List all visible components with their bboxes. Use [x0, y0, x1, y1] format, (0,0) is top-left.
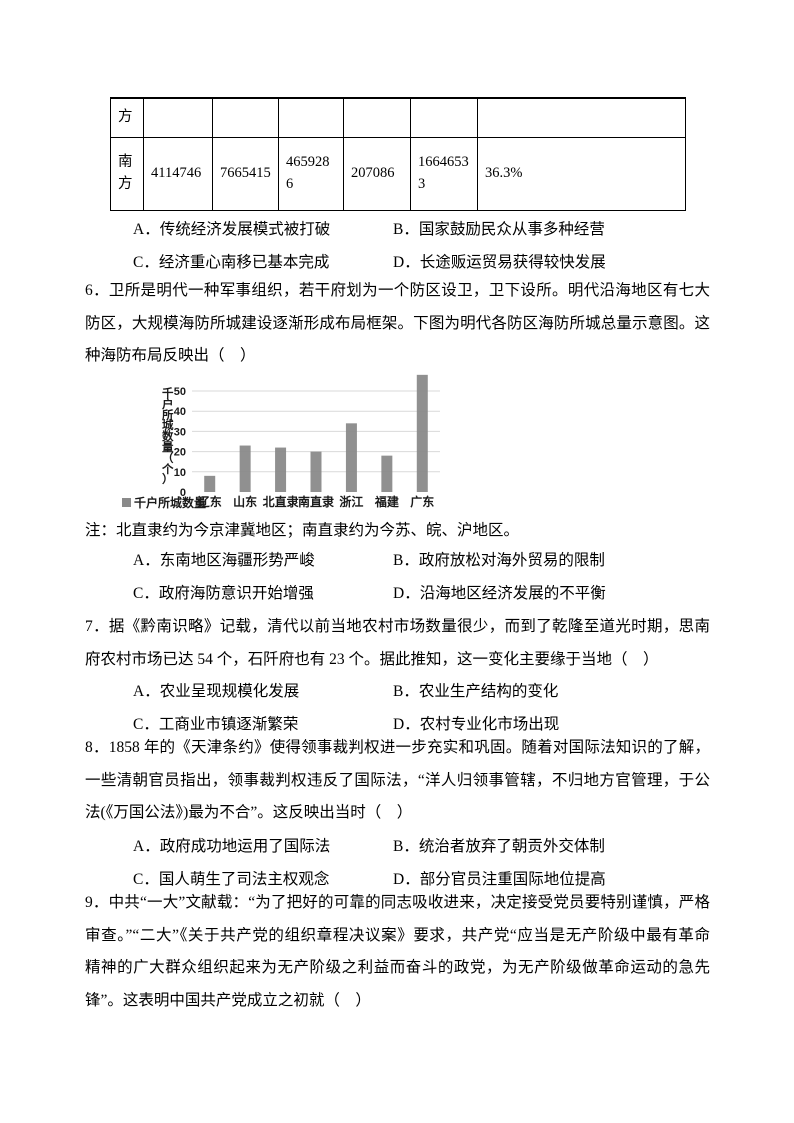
option-c: C．政府海防意识开始增强	[133, 584, 314, 602]
question5-options: A．传统经济发展模式被打破 B．国家鼓励民众从事多种经营 C．经济重心南移已基本…	[85, 214, 710, 279]
option-c: C．经济重心南移已基本完成	[133, 253, 330, 271]
chart-tick-label: 50	[174, 386, 186, 398]
option-c: C．国人萌生了司法主权观念	[133, 870, 330, 888]
chart-legend: 千户所城数量	[122, 494, 206, 511]
option-d: D．农村专业化市场出现	[393, 715, 560, 733]
chart-tick-label: 10	[174, 467, 186, 479]
chart-note: 注：北直隶约为今京津冀地区；南直隶约为今苏、皖、沪地区。	[85, 522, 520, 539]
question6-options: A．东南地区海疆形势严峻 B．政府放松对海外贸易的限制 C．政府海防意识开始增强…	[85, 545, 710, 610]
option-row: A．农业呈现规模化发展 B．农业生产结构的变化	[85, 676, 710, 709]
option-d: D．长途贩运贸易获得较快发展	[393, 253, 606, 271]
option-row: C．国人萌生了司法主权观念 D．部分官员注重国际地位提高	[85, 864, 710, 897]
question-line: 种海防布局反映出（ ）	[85, 347, 256, 364]
table-cell: 方	[110, 97, 144, 138]
question-line: 审查。”“二大”《关于共产党的组织章程决议案》要求，共产党“应当是无产阶级中最有…	[85, 926, 710, 944]
question-line: 8．1858 年的《天津条约》使得领事裁判权进一步充实和巩固。随着对国际法知识的…	[85, 739, 710, 756]
table-cell	[143, 97, 213, 138]
legend-swatch-icon	[122, 498, 131, 507]
chart-y-axis-label: 千户所城数量（个）	[162, 388, 174, 487]
chart-tick-label: 40	[174, 406, 186, 418]
bar-chart: 0 10 20 30 40 50 辽东 山东 北直隶 南直隶 浙江 福建 广东 千户所城数量（个） 千户…	[120, 366, 470, 518]
question-8: 8．1858 年的《天津条约》使得领事裁判权进一步充实和巩固。随着对国际法知识的…	[85, 732, 710, 830]
table-row: 南方 4114746 7665415 4659286 207086 166465…	[110, 137, 686, 211]
question-line: 锋”。这表明中国共产党成立之初就（ ）	[85, 991, 371, 1009]
option-c: C．工商业市镇逐渐繁荣	[133, 715, 299, 733]
option-row: A．政府成功地运用了国际法 B．统治者放弃了朝贡外交体制	[85, 831, 710, 864]
question-9: 9．中共“一大”文献载：“为了把好的可靠的同志吸收进来，决定接受党员要特别谨慎，…	[85, 887, 710, 1017]
option-row: C．工商业市镇逐渐繁荣 D．农村专业化市场出现	[85, 709, 710, 742]
chart-category-label: 北直隶	[263, 494, 299, 509]
table-cell-row-label: 南方	[110, 137, 144, 211]
bar-chart-svg: 0 10 20 30 40 50 辽东 山东 北直隶 南直隶 浙江 福建 广东	[174, 374, 440, 509]
option-b: B．统治者放弃了朝贡外交体制	[393, 838, 605, 855]
question-line: 法(《万国公法》)最为不合”。这反映出当时（ ）	[85, 804, 413, 821]
option-row: A．传统经济发展模式被打破 B．国家鼓励民众从事多种经营	[85, 214, 710, 247]
chart-bar	[310, 451, 322, 492]
table-cell: 4114746	[143, 137, 213, 211]
chart-bar	[275, 447, 287, 492]
chart-bar	[416, 374, 428, 492]
chart-category-label: 山东	[233, 494, 257, 509]
table-cell: 207086	[343, 137, 411, 211]
table-cell: 16646533	[410, 137, 478, 211]
question-line: 7．据《黔南识略》记载，清代以前当地农村市场数量很少，而到了乾隆至道光时期，思南	[85, 618, 710, 635]
table-cell: 7665415	[212, 137, 279, 211]
chart-bar	[345, 423, 357, 492]
chart-legend-label: 千户所城数量	[134, 496, 207, 510]
option-b: B．国家鼓励民众从事多种经营	[393, 221, 605, 238]
table-cell: 4659286	[278, 137, 344, 211]
option-a: A．农业呈现规模化发展	[133, 683, 300, 700]
table-cell	[410, 97, 478, 138]
option-row: C．政府海防意识开始增强 D．沿海地区经济发展的不平衡	[85, 578, 710, 611]
table-cell	[477, 97, 686, 138]
chart-category-label: 广东	[410, 494, 434, 509]
chart-bar	[204, 475, 216, 492]
table-row: 方	[110, 97, 686, 138]
question-line: 一些清朝官员指出，领事裁判权违反了国际法，“洋人归领事管辖，不归地方官管理，于公	[85, 771, 710, 789]
option-d: D．沿海地区经济发展的不平衡	[393, 584, 606, 602]
chart-category-label: 南直隶	[298, 494, 334, 509]
chart-tick-label: 0	[180, 487, 186, 499]
question-6: 6．卫所是明代一种军事组织，若干府划为一个防区设卫，卫下设所。明代沿海地区有七大…	[85, 275, 710, 373]
option-row: A．东南地区海疆形势严峻 B．政府放松对海外贸易的限制	[85, 545, 710, 578]
option-b: B．农业生产结构的变化	[393, 683, 559, 700]
question-line: 精神的广大群众组织起来为无产阶级之利益而奋斗的政党，为无产阶级做革命运动的急先	[85, 959, 710, 976]
option-a: A．政府成功地运用了国际法	[133, 838, 331, 855]
option-d: D．部分官员注重国际地位提高	[393, 870, 606, 888]
question-line: 府农村市场已达 54 个，石阡府也有 23 个。据此推知，这一变化主要缘于当地（…	[85, 650, 659, 668]
question7-options: A．农业呈现规模化发展 B．农业生产结构的变化 C．工商业市镇逐渐繁荣 D．农村…	[85, 676, 710, 741]
table-cell	[343, 97, 411, 138]
option-b: B．政府放松对海外贸易的限制	[393, 552, 605, 569]
question-line: 防区，大规模海防所城建设逐渐形成布局框架。下图为明代各防区海防所城总量示意图。这	[85, 314, 710, 332]
table-cell	[212, 97, 279, 138]
question-line: 6．卫所是明代一种军事组织，若干府划为一个防区设卫，卫下设所。明代沿海地区有七大	[85, 282, 710, 299]
option-a: A．传统经济发展模式被打破	[133, 221, 331, 238]
chart-category-label: 福建	[374, 494, 400, 509]
chart-bar	[239, 445, 251, 492]
question-7: 7．据《黔南识略》记载，清代以前当地农村市场数量很少，而到了乾隆至道光时期，思南…	[85, 611, 710, 676]
table-cell: 36.3%	[477, 137, 686, 211]
chart-category-label: 浙江	[339, 494, 363, 509]
chart-tick-label: 20	[174, 447, 186, 459]
option-a: A．东南地区海疆形势严峻	[133, 552, 315, 569]
question-line: 9．中共“一大”文献载：“为了把好的可靠的同志吸收进来，决定接受党员要特别谨慎，…	[85, 894, 710, 911]
question8-options: A．政府成功地运用了国际法 B．统治者放弃了朝贡外交体制 C．国人萌生了司法主权…	[85, 831, 710, 896]
data-table: 方 南方 4114746 7665415 4659286 207086 1664…	[110, 97, 686, 211]
chart-tick-label: 30	[174, 426, 186, 438]
chart-category-label: 辽东	[198, 494, 222, 509]
chart-bar	[381, 455, 393, 492]
table-cell	[278, 97, 344, 138]
option-row: C．经济重心南移已基本完成 D．长途贩运贸易获得较快发展	[85, 247, 710, 280]
